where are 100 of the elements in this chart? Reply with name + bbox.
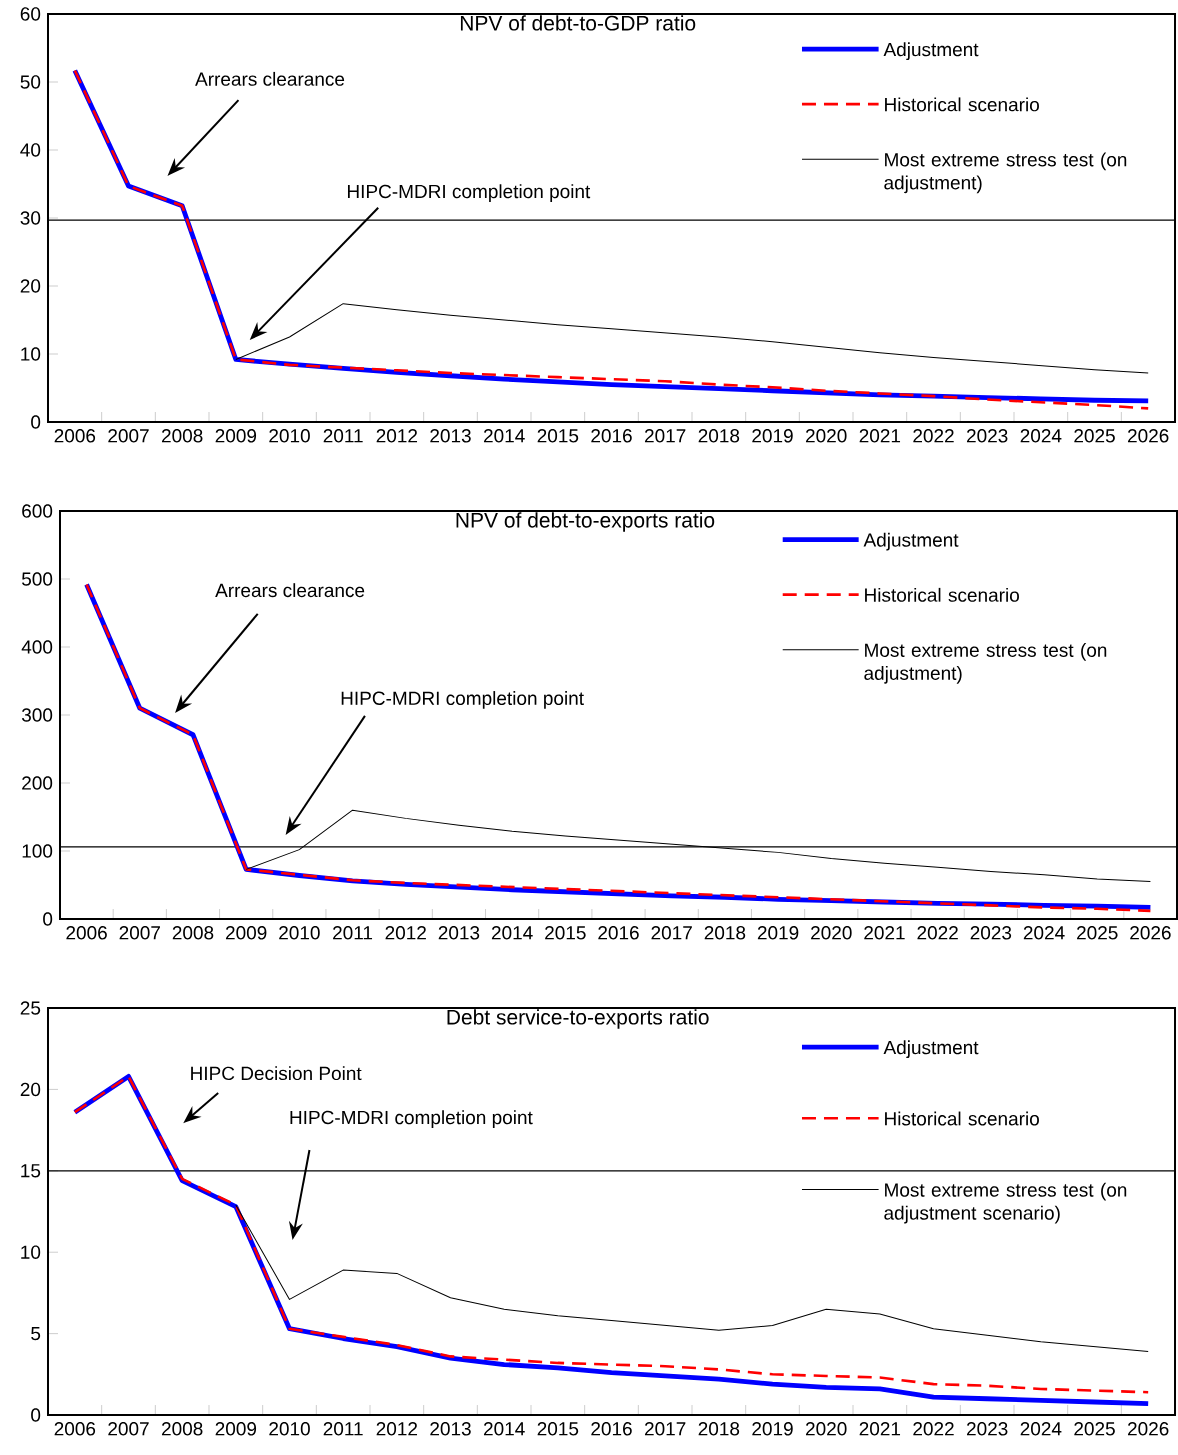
y-tick-label: 60 [20,7,41,21]
x-tick-label: 2012 [376,1422,417,1436]
legend-label: Most extreme stress test (on adjustment) [864,642,1107,684]
x-tick-label: 2007 [119,926,160,940]
x-tick-label: 2007 [108,429,149,443]
x-tick-label: 2025 [1074,1422,1115,1436]
x-tick-label: 2020 [810,926,852,940]
x-tick-label: 2006 [54,1422,96,1436]
x-tick-label: 2009 [215,1422,256,1436]
legend-label: Adjustment [883,1040,979,1059]
x-tick-label: 2013 [438,926,480,940]
x-tick-label: 2016 [591,429,632,443]
x-tick-label: 2007 [108,1422,149,1436]
x-tick-label: 2010 [269,1422,310,1436]
legend-label: Historical scenario [865,587,1019,602]
x-tick-label: 2018 [698,429,740,443]
y-tick-label: 400 [21,640,53,654]
annotation: HIPC-MDRI completion point [290,1110,533,1128]
y-tick-label: 40 [20,143,41,157]
x-tick-label: 2017 [644,1422,686,1436]
x-tick-label: 2016 [591,1422,632,1436]
x-tick-label: 2006 [66,926,107,940]
x-tick-label: 2026 [1127,429,1169,443]
y-tick-label: 5 [31,1326,41,1341]
annotation: Arrears clearance [215,583,365,598]
x-tick-label: 2020 [805,1422,847,1436]
y-tick-label: 0 [31,1408,41,1422]
y-tick-label: 30 [20,211,41,225]
annotation: HIPC-MDRI completion point [341,691,584,709]
x-tick-label: 2011 [332,926,372,940]
annotation: HIPC Decision Point [191,1066,362,1081]
y-tick-label: 50 [20,75,41,89]
x-tick-label: 2026 [1130,926,1171,940]
legend-label: Adjustment [883,42,979,61]
y-tick-label: 20 [20,279,41,293]
y-tick-label: 500 [21,572,53,586]
x-tick-label: 2015 [537,1422,579,1436]
x-tick-label: 2012 [376,429,417,443]
y-tick-label: 25 [20,1001,41,1015]
y-tick-label: 300 [21,708,53,722]
x-tick-label: 2019 [757,926,799,940]
chart-title: NPV of debt-to-exports ratio [456,512,715,532]
x-tick-label: 2023 [966,1422,1008,1436]
y-tick-label: 10 [21,1245,41,1259]
x-tick-label: 2014 [483,1422,525,1436]
x-tick-label: 2025 [1074,429,1115,443]
legend-label: Historical scenario [884,97,1039,112]
x-tick-label: 2013 [430,429,471,443]
x-tick-label: 2008 [161,429,203,443]
legend-label: Adjustment [863,532,959,551]
x-tick-label: 2015 [537,429,579,443]
x-tick-label: 2011 [323,1422,363,1436]
legend-label: Most extreme stress test (on adjustment scenario) [884,1182,1127,1224]
x-tick-label: 2017 [651,926,692,940]
x-tick-label: 2016 [598,926,639,940]
x-tick-label: 2021 [859,1422,900,1436]
x-tick-label: 2006 [54,429,96,443]
x-tick-label: 2010 [269,429,310,443]
x-tick-label: 2018 [698,1422,740,1436]
x-tick-label: 2023 [970,926,1012,940]
legend-label: Most extreme stress test (on adjustment) [884,152,1127,194]
x-tick-label: 2014 [483,429,525,443]
x-tick-label: 2011 [323,429,363,443]
x-tick-label: 2021 [859,429,900,443]
x-tick-label: 2024 [1020,429,1062,443]
x-tick-label: 2017 [644,429,686,443]
x-tick-label: 2022 [913,1422,954,1436]
y-tick-label: 15 [21,1164,41,1178]
chart-title: NPV of debt-to-GDP ratio [460,15,696,31]
x-tick-label: 2008 [172,926,214,940]
x-tick-label: 2015 [545,926,586,940]
x-tick-label: 2022 [913,429,954,443]
x-tick-label: 2009 [225,926,267,940]
x-tick-label: 2008 [161,1422,203,1436]
y-tick-label: 100 [22,844,53,858]
x-tick-label: 2012 [385,926,426,940]
y-tick-label: 10 [21,347,41,361]
annotation: Arrears clearance [194,71,345,86]
x-tick-label: 2013 [430,1422,471,1436]
x-tick-label: 2010 [279,926,320,940]
x-tick-label: 2019 [752,429,793,443]
x-tick-label: 2014 [491,926,533,940]
x-tick-label: 2024 [1023,926,1065,940]
y-tick-label: 0 [43,912,53,926]
chart-title: Debt service-to-exports ratio [447,1009,709,1029]
y-tick-label: 0 [31,415,41,429]
x-tick-label: 2024 [1020,1422,1062,1436]
x-tick-label: 2018 [704,926,746,940]
x-tick-label: 2022 [917,926,958,940]
x-tick-label: 2009 [215,429,256,443]
x-tick-label: 2021 [864,926,905,940]
x-tick-label: 2025 [1076,926,1118,940]
x-tick-label: 2023 [966,429,1008,443]
y-tick-label: 600 [22,504,53,518]
legend-label: Historical scenario [884,1111,1039,1126]
y-tick-label: 20 [20,1082,41,1097]
x-tick-label: 2020 [805,429,847,443]
annotation: HIPC-MDRI completion point [347,184,591,202]
x-tick-label: 2026 [1127,1422,1169,1436]
x-tick-label: 2019 [752,1422,793,1436]
